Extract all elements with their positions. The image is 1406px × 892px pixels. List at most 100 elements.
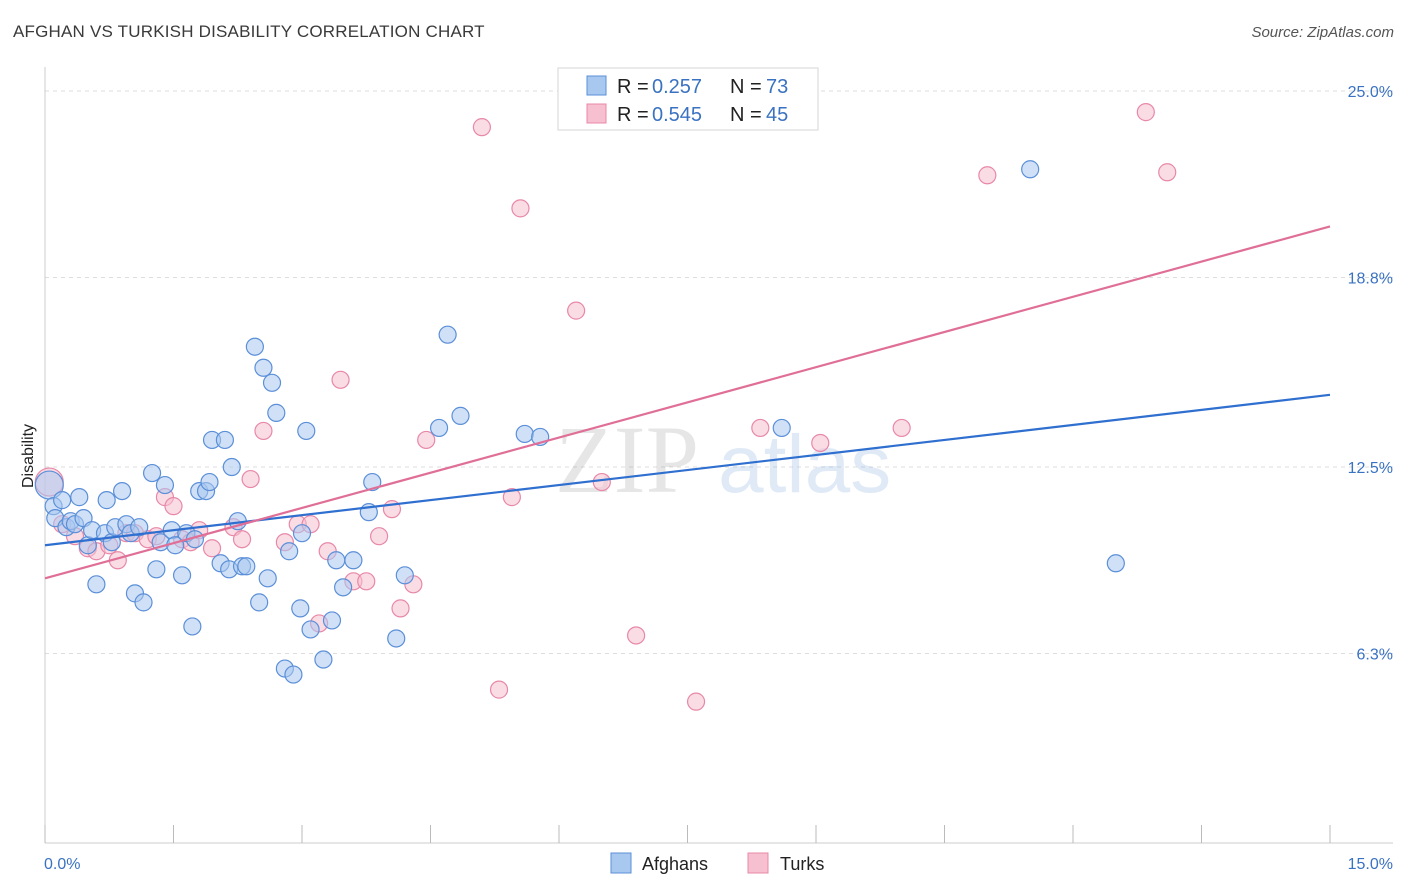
y-tick-label: 12.5% xyxy=(1348,460,1393,477)
x-tick-label-max: 15.0% xyxy=(1348,856,1393,873)
turks-point xyxy=(892,418,911,438)
y-tick-label: 6.3% xyxy=(1357,647,1393,664)
turks-point xyxy=(592,472,611,492)
x-tick-label-min: 0.0% xyxy=(44,856,80,873)
afghans-point xyxy=(451,406,470,425)
afghans-point xyxy=(297,421,316,441)
afghans-point xyxy=(280,542,299,561)
afghans-point xyxy=(130,518,149,537)
turks-point xyxy=(502,488,521,507)
afghans-point xyxy=(291,599,310,618)
turks-point xyxy=(241,469,260,489)
afghans-point xyxy=(147,560,166,579)
y-tick-label: 25.0% xyxy=(1348,84,1393,101)
turks-point xyxy=(331,370,350,389)
turks-point xyxy=(1136,103,1155,122)
turks-point xyxy=(686,692,706,711)
series-legend: Afghans Turks xyxy=(610,852,824,874)
turks-point xyxy=(357,572,376,591)
bottom-legend-swatch-turks xyxy=(747,852,769,874)
afghans-point xyxy=(237,557,256,576)
afghans-point xyxy=(250,593,269,612)
legend-r-label-turks: R = xyxy=(617,104,649,126)
afghans-point xyxy=(155,475,175,495)
afghans-point xyxy=(429,418,449,438)
legend-swatch-turks xyxy=(586,103,607,124)
turks-point xyxy=(164,497,183,516)
afghans-series xyxy=(34,160,1125,684)
afghans-point xyxy=(1021,160,1040,179)
axes xyxy=(44,67,1393,844)
turks-point xyxy=(254,421,273,441)
bottom-legend-swatch-afghans xyxy=(610,852,632,874)
turks-point xyxy=(751,418,770,438)
legend-n-value-turks: 45 xyxy=(766,104,788,126)
turks-point xyxy=(489,680,509,699)
afghans-point xyxy=(112,481,132,501)
afghans-point xyxy=(245,337,264,356)
afghans-point xyxy=(262,373,282,392)
afghans-point xyxy=(258,569,277,588)
afghans-point xyxy=(254,358,273,377)
afghans-point xyxy=(322,611,342,630)
afghans-point xyxy=(438,325,457,344)
bottom-legend-label-turks: Turks xyxy=(780,854,824,874)
y-tick-label: 18.8% xyxy=(1348,271,1393,288)
legend-n-label-turks: N = xyxy=(730,104,762,126)
turks-point xyxy=(626,626,646,645)
chart-title: AFGHAN VS TURKISH DISABILITY CORRELATION… xyxy=(13,22,485,41)
y-axis-title: Disability xyxy=(20,424,37,488)
afghans-point xyxy=(183,617,202,636)
grid-lines xyxy=(45,90,1393,655)
afghans-point xyxy=(134,593,153,612)
afghans-point xyxy=(142,463,162,483)
turks-point xyxy=(370,527,389,546)
stats-legend: R = 0.257 N = 73 R = 0.545 N = 45 xyxy=(557,67,819,131)
watermark: ZIP atlas xyxy=(555,406,891,513)
afghans-point xyxy=(772,418,791,438)
afghans-point xyxy=(87,575,106,594)
source-label: Source: ZipAtlas.com xyxy=(1251,24,1394,41)
afghans-point xyxy=(314,650,333,669)
watermark-atlas: atlas xyxy=(718,419,891,510)
legend-r-value-turks: 0.545 xyxy=(652,104,702,126)
legend-swatch-afghans xyxy=(586,75,607,96)
afghans-point xyxy=(97,491,116,510)
afghans-point xyxy=(267,403,286,422)
afghans-point xyxy=(70,488,89,507)
afghans-point xyxy=(387,629,406,648)
turks-point xyxy=(511,199,530,218)
afghans-point xyxy=(215,430,234,450)
turks-trend-line xyxy=(44,225,1331,580)
afghans-point xyxy=(344,551,363,570)
turks-point xyxy=(567,301,586,320)
afghans-point xyxy=(515,424,534,444)
afghans-point xyxy=(1106,554,1125,573)
turks-point xyxy=(232,530,252,549)
afghans-point xyxy=(395,566,414,585)
afghans-point xyxy=(363,472,382,492)
y-tick-labels: 6.3% 12.5% 18.8% 25.0% xyxy=(1348,84,1393,663)
turks-point xyxy=(811,433,830,453)
legend-n-value-afghans: 73 xyxy=(766,76,788,98)
turks-point xyxy=(978,166,997,185)
afghans-point xyxy=(172,566,192,585)
afghans-point xyxy=(53,491,72,510)
bottom-legend-label-afghans: Afghans xyxy=(642,854,708,874)
turks-point xyxy=(1158,163,1177,182)
turks-point xyxy=(391,599,410,618)
afghans-point xyxy=(292,524,312,543)
legend-r-label-afghans: R = xyxy=(617,76,649,98)
afghans-point xyxy=(334,578,353,597)
afghans-point xyxy=(222,457,241,477)
turks-point xyxy=(417,430,436,450)
afghans-point xyxy=(200,472,219,492)
afghans-point xyxy=(284,665,303,684)
afghans-point xyxy=(327,551,346,570)
watermark-zip: ZIP xyxy=(555,406,699,513)
turks-point xyxy=(202,539,222,558)
turks-point xyxy=(472,118,491,137)
legend-n-label-afghans: N = xyxy=(730,76,762,98)
legend-r-value-afghans: 0.257 xyxy=(652,76,702,98)
